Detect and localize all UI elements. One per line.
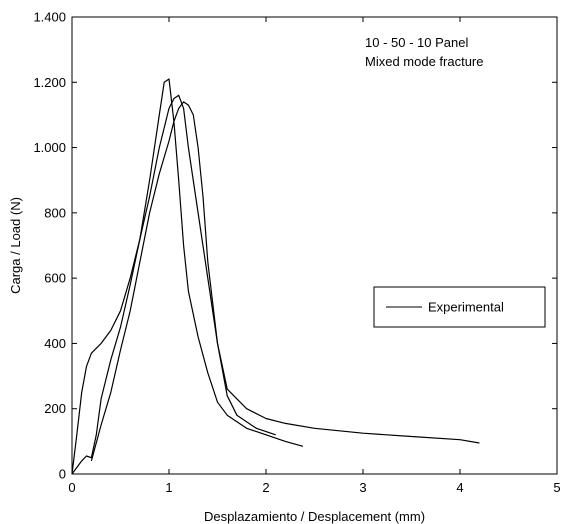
y-tick-label: 600	[44, 271, 66, 286]
x-axis-ticks: 0 1 2 3 4 5	[68, 17, 561, 495]
plot-frame	[71, 16, 558, 475]
series-line-2	[71, 94, 480, 475]
y-tick-label: 400	[44, 336, 66, 351]
y-tick-label: 1.400	[33, 10, 66, 25]
x-tick-label: 2	[262, 480, 269, 495]
legend-label-experimental: Experimental	[428, 300, 504, 315]
y-tick-label: 1.200	[33, 75, 66, 90]
x-tick-label: 4	[456, 480, 463, 495]
x-tick-label: 3	[359, 480, 366, 495]
y-tick-label: 200	[44, 401, 66, 416]
x-tick-label: 1	[165, 480, 172, 495]
annotation-panel: 10 - 50 - 10 Panel	[365, 35, 468, 50]
series-line-3	[90, 101, 276, 462]
legend: Experimental	[373, 286, 546, 328]
y-tick-label: 0	[59, 467, 66, 482]
y-tick-label: 1.000	[33, 140, 66, 155]
series-layer	[71, 78, 480, 475]
annotation-fracture: Mixed mode fracture	[365, 54, 484, 69]
y-axis-ticks: 0 200 400 600 800 1.000 1.200 1.400	[33, 10, 557, 482]
x-tick-label: 5	[553, 480, 560, 495]
x-tick-label: 0	[68, 480, 75, 495]
x-axis-label: Desplazamiento / Desplacement (mm)	[204, 509, 425, 524]
y-tick-label: 800	[44, 205, 66, 220]
y-axis-label: Carga / Load (N)	[8, 197, 23, 294]
series-line-1	[71, 78, 304, 475]
